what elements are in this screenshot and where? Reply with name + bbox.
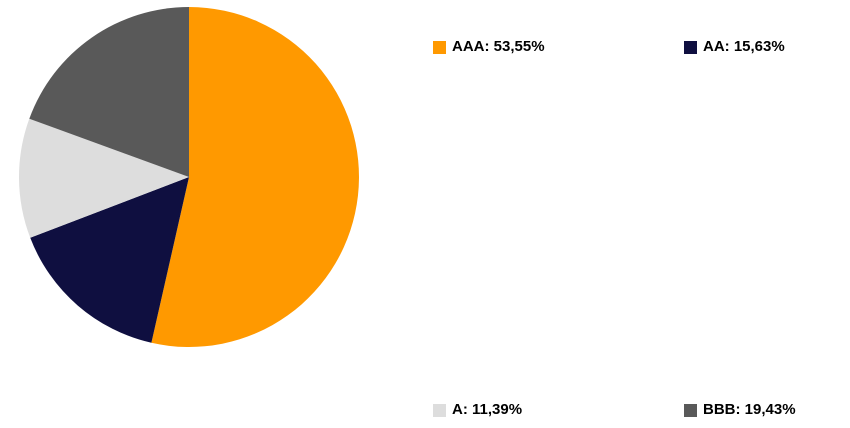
legend-item-a: A: 11,39% xyxy=(433,402,522,418)
pie-slice-bbb xyxy=(29,7,190,177)
legend-label-aaa: AAA: 53,55% xyxy=(452,38,545,55)
legend-item-bbb: BBB: 19,43% xyxy=(684,402,796,418)
legend-item-aaa: AAA: 53,55% xyxy=(433,39,545,55)
legend-swatch-bbb xyxy=(684,403,697,417)
pie-slice-a xyxy=(19,118,189,238)
pie-slice-aaa xyxy=(151,7,359,348)
pie-slice-aa xyxy=(30,177,189,343)
legend-item-aa: AA: 15,63% xyxy=(684,39,785,55)
legend-swatch-aa xyxy=(684,40,697,54)
legend-swatch-aaa xyxy=(433,40,446,54)
legend-label-a: A: 11,39% xyxy=(452,401,523,418)
legend-swatch-a xyxy=(433,403,446,417)
legend-label-aa: AA: 15,63% xyxy=(703,38,785,55)
legend-label-bbb: BBB: 19,43% xyxy=(703,401,796,418)
